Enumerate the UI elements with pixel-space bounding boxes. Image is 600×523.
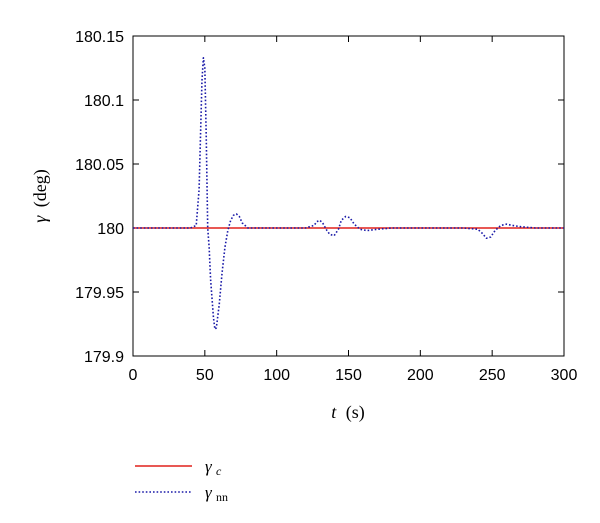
legend-label-gamma-c: γ c	[205, 457, 222, 478]
x-axis-label: t (s)	[331, 402, 365, 423]
y-tick-label: 180.05	[75, 157, 124, 174]
legend-label-gamma-nn: γ nn	[205, 483, 228, 504]
y-tick-label: 179.9	[84, 349, 124, 366]
x-axis: 0 50 100 150 200 250 300	[129, 36, 578, 384]
x-tick-label: 200	[407, 367, 434, 384]
x-axis-label-symbol: t	[331, 402, 337, 422]
x-axis-label-unit: (s)	[346, 402, 365, 423]
plot-area	[132, 35, 565, 357]
x-tick-label: 50	[196, 367, 214, 384]
x-tick-label: 150	[335, 367, 362, 384]
y-axis-label: γ (deg)	[30, 169, 51, 223]
x-tick-label: 0	[129, 367, 138, 384]
legend-label-gamma-c-main: γ	[205, 457, 213, 476]
x-tick-label: 300	[551, 367, 578, 384]
legend-label-gamma-c-sub: c	[216, 464, 222, 478]
legend: γ c γ nn	[135, 457, 228, 504]
x-tick-label: 100	[263, 367, 290, 384]
y-tick-label: 179.95	[75, 285, 124, 302]
x-tick-label: 250	[479, 367, 506, 384]
legend-label-gamma-nn-main: γ	[205, 483, 213, 502]
y-tick-label: 180.1	[84, 93, 124, 110]
series-layer	[133, 56, 564, 330]
y-axis-label-symbol: γ	[30, 215, 50, 223]
y-tick-label: 180	[97, 221, 124, 238]
series-line-gamma-nn	[133, 56, 564, 330]
legend-label-gamma-nn-sub: nn	[216, 490, 228, 504]
y-tick-label: 180.15	[75, 29, 124, 46]
y-axis-label-unit: (deg)	[30, 169, 51, 207]
y-axis: 179.9 179.95 180 180.05 180.1 180.15	[75, 29, 564, 366]
